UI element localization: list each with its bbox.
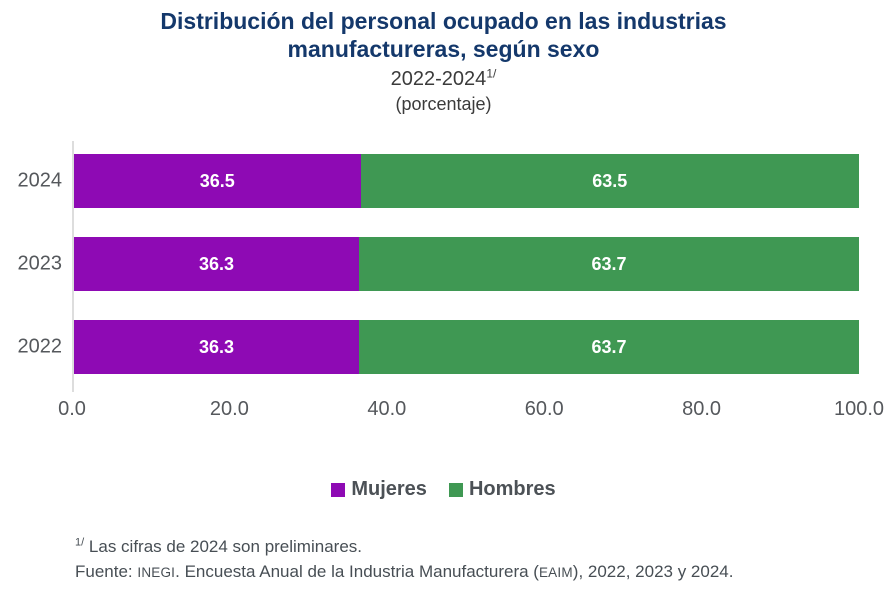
chart-page: Distribución del personal ocupado en las…: [0, 8, 887, 602]
source-inegi: INEGI: [137, 564, 176, 580]
chart-title: Distribución del personal ocupado en las…: [160, 8, 727, 62]
source-prefix: Fuente:: [75, 561, 138, 581]
x-tick-label: 100.0: [833, 398, 885, 421]
x-tick-label: 80.0: [682, 398, 722, 421]
bar-segment-mujeres: 36.3: [74, 237, 359, 292]
legend-item-mujeres: Mujeres: [331, 478, 427, 501]
unit-label: (porcentaje): [395, 94, 492, 115]
footnote-1: 1/ Las cifras de 2024 son preliminares.: [75, 535, 867, 560]
x-axis: 0.0 20.0 40.0 60.0 80.0 100.0: [58, 396, 884, 424]
bar-chart: 2024 36.5 63.5 2023 36.3 63.7 2022 36.3 63.7: [18, 141, 859, 393]
bar-value-label: 36.3: [198, 336, 234, 357]
y-axis-label: 2024: [17, 169, 63, 192]
bar-value-label: 36.3: [198, 253, 234, 274]
bar-row-2023: 2023 36.3 63.7: [18, 237, 859, 292]
subtitle-years: 2022-2024: [390, 68, 487, 91]
bar-value-label: 63.7: [591, 336, 627, 357]
y-axis-label: 2023: [17, 252, 63, 275]
x-tick-label: 20.0: [209, 398, 249, 421]
x-tick-label: 0.0: [58, 398, 86, 421]
x-tick-label: 60.0: [524, 398, 564, 421]
bar-track: 36.3 63.7: [74, 320, 859, 375]
plot-area: 2024 36.5 63.5 2023 36.3 63.7 2022 36.3 63.7: [18, 141, 859, 393]
bar-value-label: 63.5: [592, 170, 628, 191]
bar-segment-mujeres: 36.5: [74, 154, 361, 209]
legend: Mujeres Hombres: [0, 478, 887, 501]
chart-subtitle: 2022-20241/: [0, 68, 887, 91]
bar-segment-mujeres: 36.3: [74, 320, 359, 375]
source-mid: . Encuesta Anual de la Industria Manufac…: [175, 561, 539, 581]
bar-segment-hombres: 63.7: [358, 320, 859, 375]
bar-value-label: 36.5: [199, 170, 235, 191]
legend-label: Hombres: [468, 478, 556, 501]
legend-item-hombres: Hombres: [448, 478, 556, 501]
legend-label: Mujeres: [351, 478, 427, 501]
bar-track: 36.5 63.5: [74, 154, 859, 209]
y-axis-label: 2022: [17, 335, 63, 358]
bar-segment-hombres: 63.7: [358, 237, 859, 292]
bar-row-2022: 2022 36.3 63.7: [18, 320, 859, 375]
footnote-1-text: Las cifras de 2024 son preliminares.: [84, 537, 362, 557]
footnote-source: Fuente: INEGI. Encuesta Anual de la Indu…: [75, 560, 867, 585]
source-eaim: EAIM: [538, 564, 573, 580]
bar-segment-hombres: 63.5: [360, 154, 859, 209]
x-tick-label: 40.0: [367, 398, 407, 421]
legend-swatch-icon: [448, 482, 463, 497]
subtitle-footnote-marker: 1/: [486, 66, 497, 81]
bar-track: 36.3 63.7: [74, 237, 859, 292]
bar-value-label: 63.7: [591, 253, 627, 274]
bar-row-2024: 2024 36.5 63.5: [18, 154, 859, 209]
legend-swatch-icon: [331, 482, 346, 497]
footnote-1-marker: 1/: [75, 536, 85, 549]
footnotes: 1/ Las cifras de 2024 son preliminares. …: [75, 535, 867, 584]
source-suffix: ), 2022, 2023 y 2024.: [572, 561, 734, 581]
